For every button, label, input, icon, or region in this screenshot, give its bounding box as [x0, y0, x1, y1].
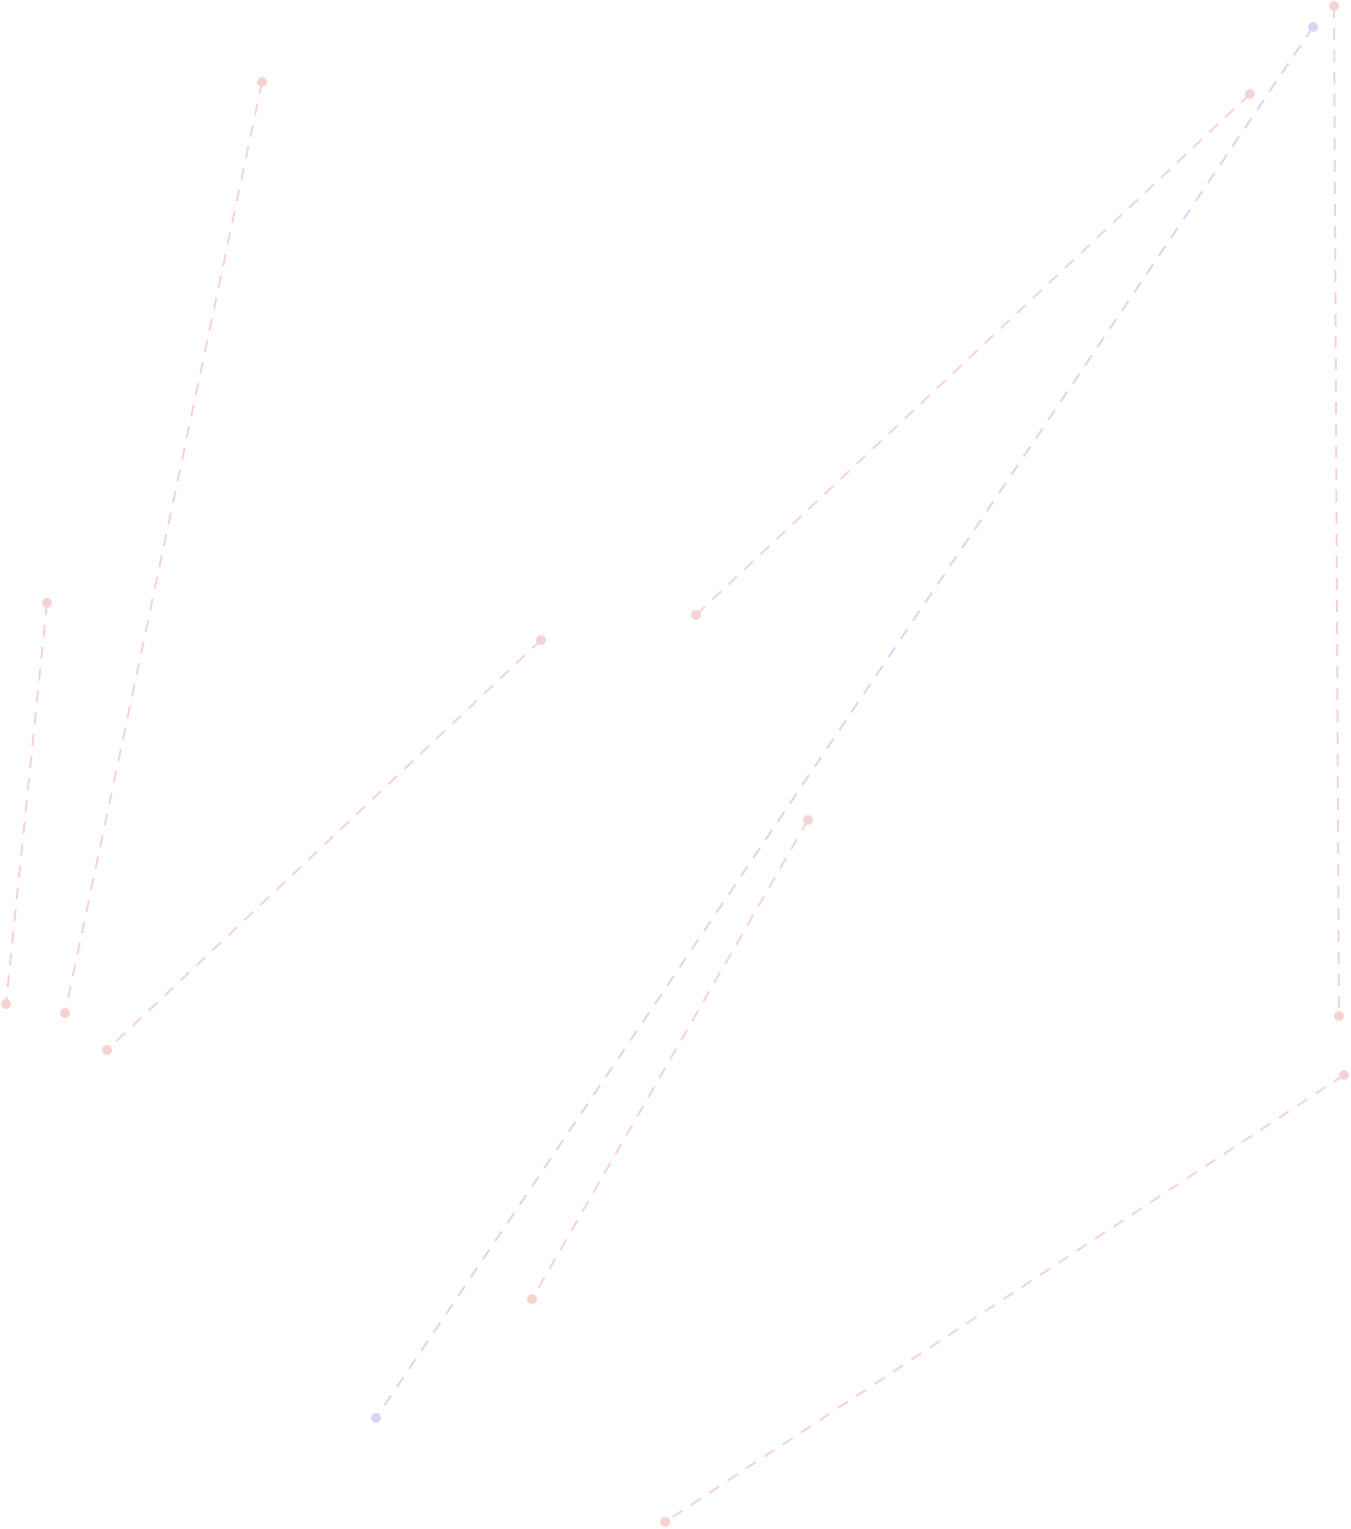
connector-pink-5	[527, 815, 813, 1304]
connector-pink-7-line	[664, 1074, 1345, 1523]
connector-pink-5-line	[531, 819, 809, 1300]
connector-pink-2-line	[5, 602, 48, 1005]
connector-pink-6	[1329, 1, 1344, 1021]
connector-pink-2-start-dot	[42, 598, 52, 608]
connector-pink-4-start-dot	[1245, 89, 1255, 99]
connector-pink-7	[660, 1070, 1349, 1527]
connector-pink-1	[60, 77, 267, 1018]
connector-pink-6-line	[1333, 5, 1340, 1017]
connector-lavender-1-line	[375, 26, 1314, 1419]
connector-lavender-1-end-dot	[371, 1413, 381, 1423]
connector-pink-5-start-dot	[803, 815, 813, 825]
connector-pink-4-line	[695, 93, 1251, 616]
connector-pink-4-end-dot	[691, 610, 701, 620]
connector-pink-2	[1, 598, 52, 1009]
connector-pink-7-end-dot	[660, 1517, 670, 1527]
connector-pink-3-end-dot	[102, 1045, 112, 1055]
connector-pink-5-end-dot	[527, 1294, 537, 1304]
connector-pink-4	[691, 89, 1255, 620]
connector-pink-7-start-dot	[1339, 1070, 1349, 1080]
connector-pink-3-start-dot	[536, 635, 546, 645]
connector-pink-2-end-dot	[1, 999, 11, 1009]
connector-pink-6-end-dot	[1334, 1011, 1344, 1021]
connector-pink-1-start-dot	[257, 77, 267, 87]
connector-pink-6-start-dot	[1329, 1, 1339, 11]
connector-lavender-1-start-dot	[1308, 22, 1318, 32]
connector-pink-1-line	[64, 81, 263, 1014]
connector-pink-3-line	[106, 639, 542, 1051]
connector-pink-1-end-dot	[60, 1008, 70, 1018]
connector-lavender-1	[371, 22, 1318, 1423]
connector-pink-3	[102, 635, 546, 1055]
